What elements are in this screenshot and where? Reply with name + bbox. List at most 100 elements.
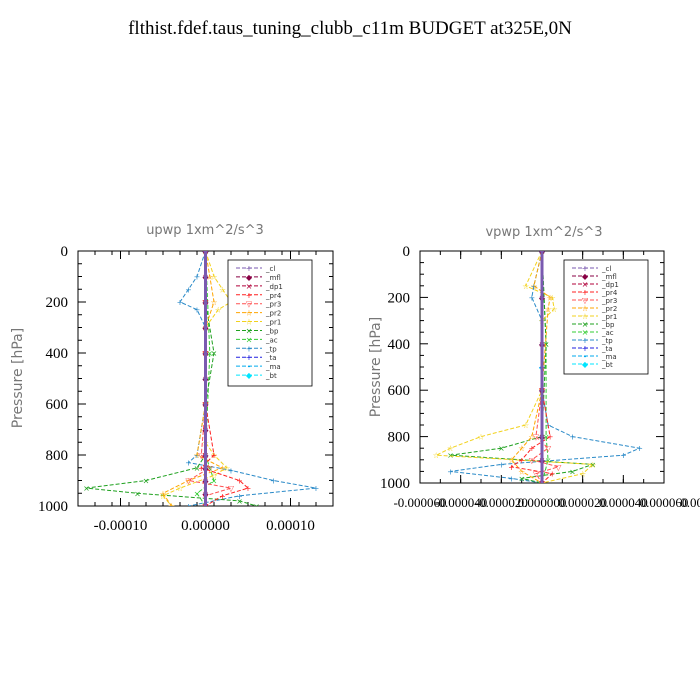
legend-entry-label: _tp <box>265 345 277 353</box>
y-tick-label: 800 <box>46 448 69 464</box>
legend-entry-label: _cl <box>265 265 275 273</box>
data-point: + <box>211 451 218 460</box>
data-point: ▽ <box>555 463 562 472</box>
legend-marker: + <box>246 264 253 273</box>
data-point: + <box>620 451 627 460</box>
legend-entry-label: _tp <box>601 337 613 345</box>
data-point: ☆ <box>219 464 226 473</box>
x-tick-label: -0.000060 <box>393 495 446 510</box>
data-point: + <box>528 293 535 302</box>
data-point: + <box>202 400 209 409</box>
data-point: ☆ <box>530 282 537 291</box>
data-point: + <box>185 459 192 468</box>
legend-marker: + <box>582 264 589 273</box>
legend-entry-label: _ta <box>265 354 277 362</box>
data-point: ☆ <box>589 460 596 469</box>
data-point: + <box>202 375 209 384</box>
x-tick-label: 0.000000 <box>518 495 567 510</box>
data-point: ☆ <box>508 456 515 465</box>
data-point: + <box>202 451 209 460</box>
legend-marker: + <box>246 291 253 300</box>
data-point: ☆ <box>168 502 175 511</box>
data-point: + <box>202 477 209 486</box>
legend-box <box>227 259 313 387</box>
data-point: + <box>228 466 235 475</box>
legend-marker: ▽ <box>246 300 253 309</box>
series-line-pr1 <box>434 251 595 483</box>
legend-entry-label: _ma <box>601 353 617 361</box>
data-point: ☆ <box>210 471 217 480</box>
x-tick-label: 0.000060 <box>640 495 689 510</box>
y-tick-label: 1000 <box>38 499 68 515</box>
data-point: ☆ <box>477 433 484 442</box>
chart-panel-upwp: upwp 1xm^2/s^3 0 200 400 600 800 1000 Pressure … <box>10 223 334 534</box>
legend-marker: + <box>246 353 253 362</box>
data-point: × <box>206 349 213 358</box>
data-point: + <box>202 464 209 473</box>
data-point: × <box>134 489 141 498</box>
data-point: + <box>202 298 209 307</box>
data-point: ☆ <box>168 502 175 511</box>
legend-marker: ◆ <box>582 272 589 281</box>
data-point: + <box>202 426 209 435</box>
legend-entry-label: _pr2 <box>601 305 617 313</box>
data-point: + <box>194 306 201 315</box>
y-tick-label: 600 <box>46 397 69 413</box>
data-point: + <box>202 502 209 511</box>
data-point: + <box>177 298 184 307</box>
x-tick-label: -0.000020 <box>475 495 528 510</box>
data-point: ☆ <box>447 444 454 453</box>
data-point: ☆ <box>185 477 192 486</box>
legend-marker: × <box>246 335 253 344</box>
legend-entry-label: _ac <box>601 329 614 337</box>
data-point: ☆ <box>522 282 529 291</box>
legend-entry-label: _bp <box>601 321 615 329</box>
data-point: ☆ <box>518 467 525 476</box>
data-point: ☆ <box>210 298 217 307</box>
legend-marker: × <box>246 326 253 335</box>
legend-entry-label: _dp1 <box>601 281 619 289</box>
data-point: × <box>143 477 150 486</box>
legend-marker: ▽ <box>582 296 589 305</box>
data-point: + <box>549 470 556 479</box>
legend-entry-label: _mfl <box>601 273 617 281</box>
legend-marker: × <box>582 280 589 289</box>
data-point: + <box>202 349 209 358</box>
chart-title: vpwp 1xm^2/s^3 <box>485 225 602 240</box>
y-tick-label: 0 <box>61 244 69 260</box>
x-tick-label: 0.00010 <box>266 518 315 534</box>
y-tick-label: 200 <box>388 290 411 306</box>
data-point: + <box>185 502 192 511</box>
data-point: × <box>543 433 550 442</box>
data-point: + <box>539 293 546 302</box>
data-point: + <box>219 492 226 501</box>
legend-marker: × <box>582 320 589 329</box>
data-point: ▽ <box>533 470 540 479</box>
data-point: × <box>498 444 505 453</box>
legend-marker: - <box>584 352 587 361</box>
legend-marker: ☆ <box>581 312 588 321</box>
y-tick-label: 200 <box>46 295 69 311</box>
data-point: + <box>528 444 535 453</box>
legend-marker: ◆ <box>246 371 253 380</box>
data-point: ☆ <box>547 293 554 302</box>
data-point: + <box>202 273 209 282</box>
legend: + _cl ◆ _mfl × _dp1 + _pr4 ▽ _pr3 ☆ _pr2 ☆ _pr1 × _bp × _… <box>563 259 649 375</box>
series-line-bp <box>86 251 257 506</box>
chart-panel-vpwp: vpwp 1xm^2/s^3 0 200 400 600 800 1000 Pressure … <box>368 225 700 510</box>
legend-entry-label: _pr1 <box>265 319 281 327</box>
data-point: + <box>202 247 209 256</box>
legend-marker: - <box>248 362 251 371</box>
legend-marker: × <box>582 328 589 337</box>
data-point: + <box>202 489 209 498</box>
legend-entry-label: _bt <box>601 361 613 369</box>
data-point: ▽ <box>529 456 536 465</box>
data-point: + <box>547 433 554 442</box>
series-line-tp <box>450 251 642 483</box>
legend-entry-label: _ac <box>265 336 278 344</box>
data-point: ▽ <box>207 464 214 473</box>
data-point: + <box>539 433 546 442</box>
x-tick-label: 0.000080 <box>680 495 700 510</box>
chart-title: upwp 1xm^2/s^3 <box>146 223 264 238</box>
y-axis-label: Pressure [hPa] <box>10 328 26 428</box>
